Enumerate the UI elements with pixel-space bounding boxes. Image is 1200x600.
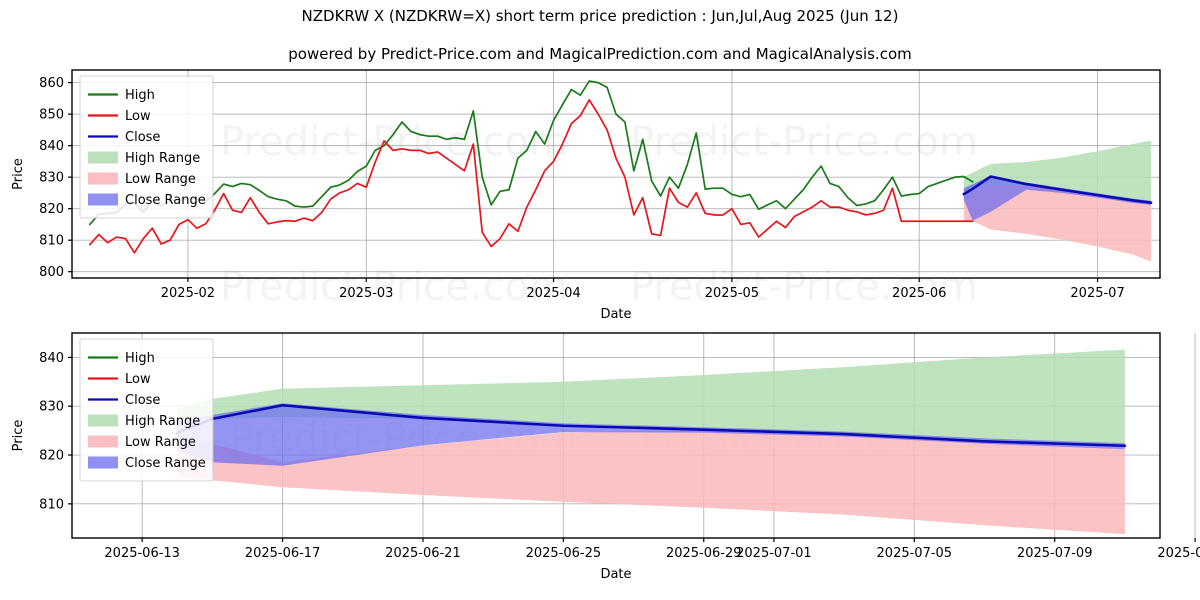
top-chart-group: Predict-Price.com Predict-Price.com Predic… [11, 69, 1161, 322]
band-low-range [963, 184, 1152, 262]
page-title: NZDKRW X (NZDKRW=X) short term price pre… [301, 7, 899, 25]
y-tick-label: 850 [39, 108, 64, 123]
legend-swatch-patch [88, 172, 118, 185]
band-high-range [177, 349, 1125, 445]
x-tick-label: 2025-07-05 [877, 546, 953, 561]
legend-label: Close Range [125, 193, 206, 208]
x-tick-label: 2025-06-17 [245, 546, 321, 561]
band-close-range [177, 403, 1125, 466]
x-tick-label: 2025-07-01 [736, 546, 812, 561]
x-tick-label: 2025-03 [339, 286, 393, 301]
x-tick-label: 2025-06-29 [666, 546, 742, 561]
legend-label: Low Range [125, 435, 196, 450]
series-line-close [175, 403, 1127, 448]
legend-swatch-patch [88, 414, 118, 427]
y-tick-label: 860 [39, 76, 64, 91]
legend-label: High [125, 88, 155, 103]
bottom-chart-group: Predict-Price.comPredict-Price.com810820… [11, 332, 1200, 582]
y-tick-label: 810 [39, 234, 64, 249]
x-tick-label: 2025-06-21 [385, 546, 461, 561]
series-line-close [962, 175, 1153, 204]
top-chart-axis-frame [71, 69, 1161, 279]
y-axis-label: Price [11, 420, 26, 452]
legend-label: High Range [125, 414, 200, 429]
legend-label: Close Range [125, 456, 206, 471]
series-line-high [88, 80, 974, 226]
y-tick-label: 840 [39, 351, 64, 366]
x-tick-label: 2025-02 [161, 286, 215, 301]
legend-swatch-patch [88, 435, 118, 448]
x-tick-label: 2025-06-13 [104, 546, 180, 561]
y-tick-label: 830 [39, 400, 64, 415]
y-tick-label: 820 [39, 202, 64, 217]
bottom-chart-legend: High Low Close High Range Low Range Close Ran… [79, 338, 214, 482]
legend-swatch-patch [88, 456, 118, 469]
x-tick-label: 2025-07 [1070, 286, 1124, 301]
legend-label: High Range [125, 151, 200, 166]
band-high-range [963, 140, 1152, 203]
y-tick-label: 810 [39, 497, 64, 512]
x-axis-label: Date [600, 567, 631, 582]
watermark-text: Predict-Price.com [220, 264, 568, 310]
x-tick-label: 2025-07-09 [1017, 546, 1093, 561]
watermark-text: Predict-Price.com [630, 119, 978, 165]
y-axis-label: Price [11, 158, 26, 190]
x-tick-label: 2025-05 [705, 286, 759, 301]
y-tick-label: 830 [39, 171, 64, 186]
band-close-range [963, 175, 1152, 221]
bottom-chart-axis-frame [71, 332, 1161, 539]
top-chart-legend: High Low Close High Range Low Range Close Ran… [79, 75, 214, 219]
x-axis-label: Date [600, 307, 631, 322]
legend-label: Close [125, 393, 160, 408]
x-tick-label: 2025-06 [892, 286, 946, 301]
series-line-low [88, 99, 974, 254]
legend-label: Close [125, 130, 160, 145]
x-tick-label: 2025-06-25 [526, 546, 602, 561]
legend-label: Low [125, 372, 151, 387]
x-tick-label: 2025-04 [526, 286, 580, 301]
watermark-text: Predict-Price.com [220, 119, 568, 165]
x-tick-label: 2025-07-13 [1157, 546, 1200, 561]
y-tick-label: 820 [39, 449, 64, 464]
legend-label: Low Range [125, 172, 196, 187]
band-low-range [177, 429, 1125, 535]
page-subtitle: powered by Predict-Price.com and Magical… [288, 45, 912, 63]
legend-label: Low [125, 109, 151, 124]
legend-swatch-patch [88, 193, 118, 206]
legend-label: High [125, 351, 155, 366]
legend-swatch-patch [88, 151, 118, 164]
y-tick-label: 840 [39, 139, 64, 154]
y-tick-label: 800 [39, 265, 64, 280]
